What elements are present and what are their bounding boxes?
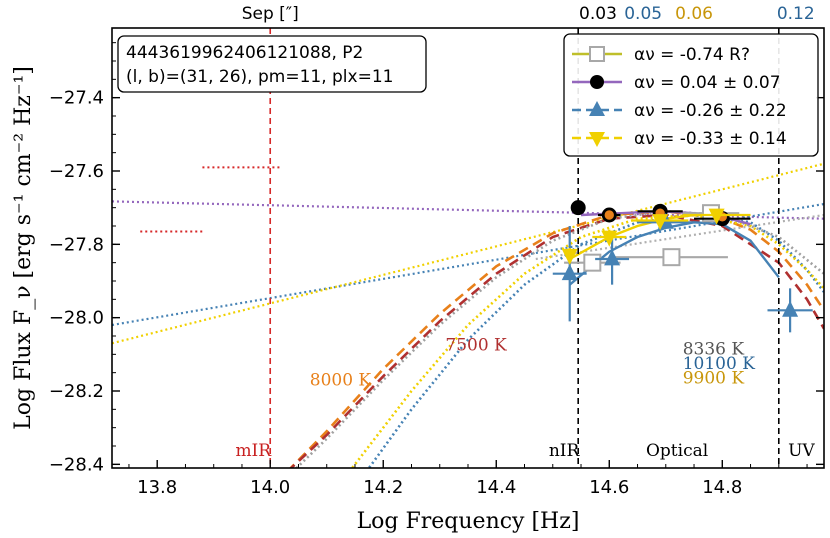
legend-label-1: αν = 0.04 ± 0.07: [634, 73, 781, 93]
powerlaw-line-purple: [112, 200, 824, 220]
point-blue-0: [561, 264, 578, 281]
x-tick-label: 14.2: [363, 477, 403, 498]
x-tick-label: 14.6: [589, 477, 629, 498]
point-blue-1: [604, 249, 621, 266]
legend-box: [563, 33, 819, 157]
point-yellow-1: [601, 230, 618, 247]
x-tick-label: 14.8: [702, 477, 742, 498]
point-yellow-3: [708, 208, 725, 225]
legend-marker-3: [589, 132, 605, 147]
region-label-mir: mIR: [235, 441, 272, 461]
temperature-label: 10100 K: [683, 354, 755, 374]
blackbody-curve-8336-K: [294, 209, 824, 468]
legend-label-2: αν = -0.26 ± 0.22: [634, 101, 787, 121]
info-source-id: 4443619962406121088, P2: [126, 43, 363, 63]
y-tick-label: −28.4: [49, 454, 104, 475]
y-axis-label: Log Flux F_ν [erg s⁻¹ cm⁻² Hz⁻¹]: [11, 66, 36, 430]
point-yellow-0: [561, 248, 578, 265]
blackbody-curve-10100-K-blue-dotted: [367, 213, 824, 468]
temperature-label: 8000 K: [310, 371, 372, 391]
top-axis-label: Sep [″]: [242, 4, 299, 24]
region-label-nir: nIR: [549, 441, 581, 461]
y-tick-label: −27.8: [49, 234, 104, 255]
temperature-label: 8336 K: [683, 339, 745, 359]
temperature-label: 9900 K: [683, 369, 745, 389]
legend-marker-1: [590, 75, 604, 89]
y-tick-label: −27.4: [49, 88, 104, 109]
separation-label: 0.06: [675, 4, 713, 24]
fit-curve-blue-fit: [568, 221, 780, 286]
point-orange-0: [604, 210, 614, 220]
point-black-0: [570, 200, 586, 216]
y-tick-label: −28.2: [49, 381, 104, 402]
temperature-label: 7500 K: [445, 336, 507, 356]
region-label-optical: Optical: [646, 441, 708, 461]
info-coordinates: (l, b)=(31, 26), pm=11, plx=11: [126, 67, 393, 87]
y-tick-label: −27.6: [49, 161, 104, 182]
legend-label-3: αν = -0.33 ± 0.14: [634, 129, 787, 149]
blackbody-curve-9900-K-yellow-dotted: [350, 213, 824, 468]
point-yellow-2: [652, 214, 669, 231]
x-tick-label: 14.0: [250, 477, 290, 498]
x-axis-label: Log Frequency [Hz]: [357, 509, 580, 534]
point-grey-R--0: [583, 253, 602, 272]
separation-label: 0.03: [579, 4, 617, 24]
legend-marker-2: [589, 101, 605, 116]
point-blue-3: [782, 300, 799, 317]
blackbody-curve-7500-K: [289, 213, 824, 468]
x-tick-label: 14.4: [476, 477, 516, 498]
powerlaw-line-yellow: [112, 162, 824, 345]
info-box: [117, 35, 427, 93]
powerlaw-line-grey: [535, 213, 824, 261]
separation-label: 0.05: [624, 4, 662, 24]
legend-label-0: αν = -0.74 R?: [634, 45, 750, 65]
point-grey-R--1: [662, 248, 681, 267]
region-label-uv: UV: [788, 441, 815, 461]
y-tick-label: −28.0: [49, 308, 104, 329]
legend-marker-0: [589, 46, 605, 62]
separation-label: 0.12: [777, 4, 815, 24]
x-tick-label: 13.8: [137, 477, 177, 498]
